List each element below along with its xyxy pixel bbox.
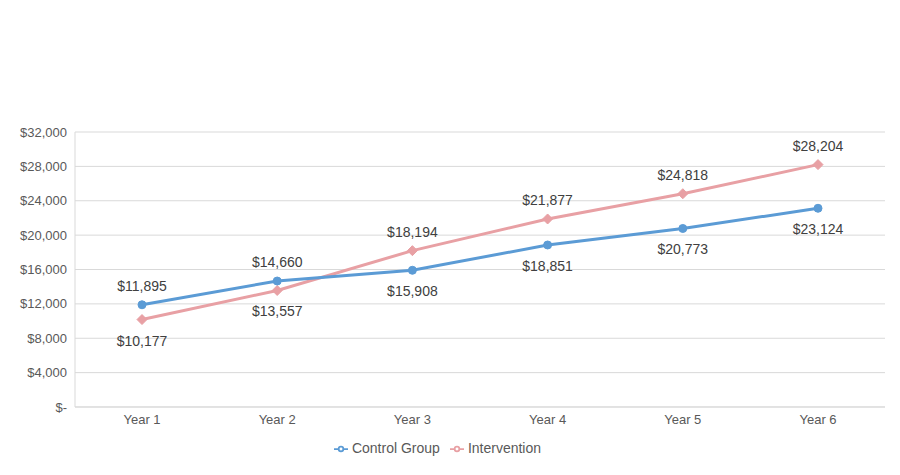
svg-text:$24,000: $24,000 — [20, 193, 67, 208]
svg-text:$12,000: $12,000 — [20, 296, 67, 311]
svg-text:$32,000: $32,000 — [20, 125, 67, 140]
svg-text:$28,204: $28,204 — [793, 138, 844, 154]
svg-text:$10,177: $10,177 — [117, 333, 168, 349]
html-text:Control Group: Control Group — [351, 440, 440, 456]
svg-text:$18,194: $18,194 — [387, 224, 438, 240]
svg-text:Year 5: Year 5 — [664, 412, 701, 427]
svg-text:$4,000: $4,000 — [27, 365, 67, 380]
svg-text:$11,895: $11,895 — [117, 278, 167, 294]
svg-text:Year 4: Year 4 — [529, 412, 566, 427]
svg-text:$23,124: $23,124 — [793, 221, 844, 237]
svg-text:Year 2: Year 2 — [259, 412, 296, 427]
svg-text:$-: $- — [55, 400, 67, 415]
svg-text:Year 6: Year 6 — [799, 412, 836, 427]
svg-text:$18,851: $18,851 — [522, 258, 573, 274]
svg-text:$16,000: $16,000 — [20, 262, 67, 277]
svg-text:$13,557: $13,557 — [252, 303, 303, 319]
svg-text:$8,000: $8,000 — [27, 331, 67, 346]
svg-text:$21,877: $21,877 — [522, 192, 573, 208]
svg-text:$28,000: $28,000 — [20, 159, 67, 174]
svg-text:$20,773: $20,773 — [657, 241, 708, 257]
svg-text:$15,908: $15,908 — [387, 283, 438, 299]
svg-text:$20,000: $20,000 — [20, 228, 67, 243]
svg-text:$24,818: $24,818 — [657, 167, 708, 183]
svg-text:Year 3: Year 3 — [394, 412, 431, 427]
html-text:Intervention: Intervention — [467, 440, 541, 456]
svg-text:$14,660: $14,660 — [252, 254, 303, 270]
svg-text:Year 1: Year 1 — [123, 412, 160, 427]
